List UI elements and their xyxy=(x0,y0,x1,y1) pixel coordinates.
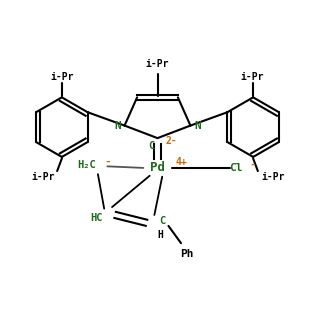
Text: 4+: 4+ xyxy=(175,157,187,167)
Text: Cl: Cl xyxy=(229,163,243,173)
Text: H: H xyxy=(158,230,163,240)
Text: i-Pr: i-Pr xyxy=(262,172,285,182)
Text: C: C xyxy=(148,141,154,151)
Text: Ph: Ph xyxy=(180,249,194,259)
Text: Pd: Pd xyxy=(150,161,165,174)
Text: H₂C: H₂C xyxy=(77,160,96,170)
Text: i-Pr: i-Pr xyxy=(51,72,74,82)
Text: N: N xyxy=(194,120,201,131)
Text: -: - xyxy=(104,157,111,167)
Text: i-Pr: i-Pr xyxy=(31,172,55,182)
Text: i-Pr: i-Pr xyxy=(241,72,264,82)
Text: N: N xyxy=(114,120,121,131)
Text: C: C xyxy=(159,216,165,226)
Text: -: - xyxy=(250,160,256,170)
Text: HC: HC xyxy=(90,213,103,223)
Text: 2-: 2- xyxy=(166,136,177,146)
Text: i-Pr: i-Pr xyxy=(146,59,169,69)
